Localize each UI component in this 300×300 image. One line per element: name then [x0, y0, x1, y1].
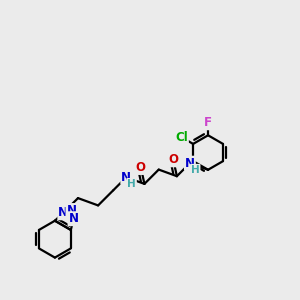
- Text: N: N: [66, 204, 76, 217]
- Text: F: F: [204, 116, 212, 129]
- Text: O: O: [168, 153, 178, 166]
- Text: Cl: Cl: [175, 131, 188, 144]
- Text: N: N: [58, 206, 68, 219]
- Text: H: H: [127, 179, 136, 189]
- Text: N: N: [185, 157, 195, 170]
- Text: N: N: [68, 212, 79, 225]
- Text: N: N: [121, 171, 131, 184]
- Text: H: H: [191, 165, 200, 175]
- Text: O: O: [136, 161, 146, 174]
